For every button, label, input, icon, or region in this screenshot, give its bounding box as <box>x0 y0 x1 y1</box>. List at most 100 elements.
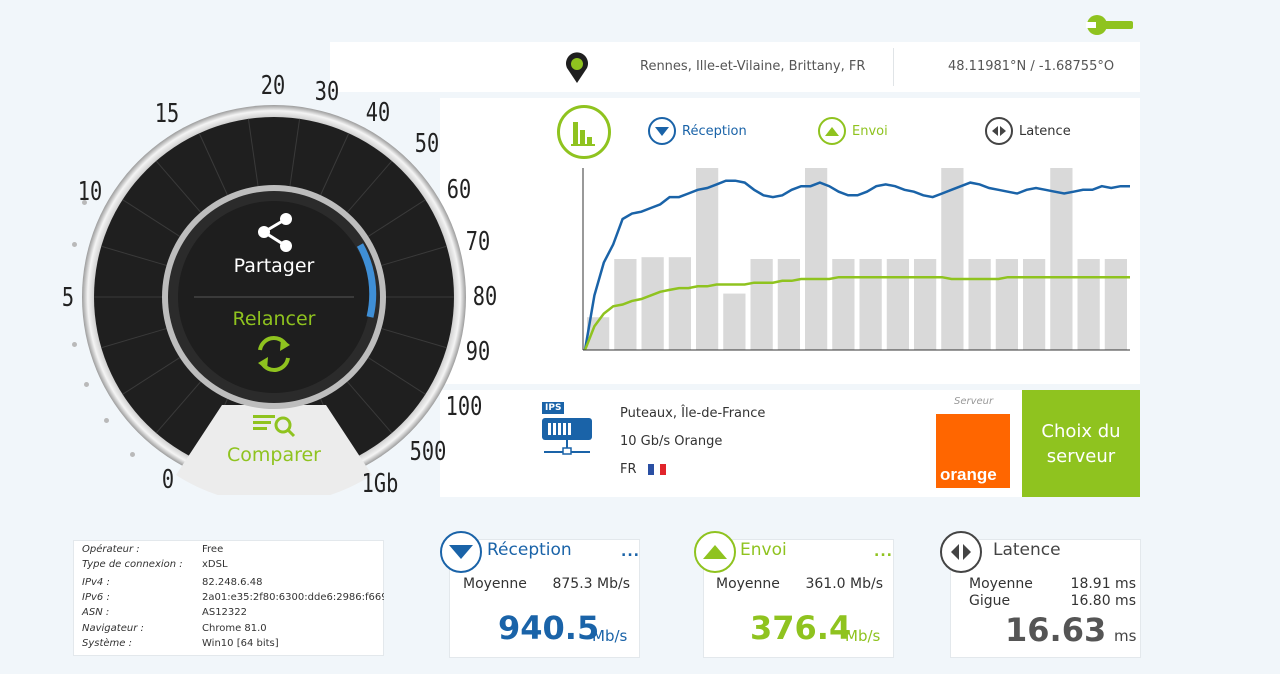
server-panel <box>440 390 1022 497</box>
gauge-label: 5 <box>61 283 75 313</box>
gauge-tick <box>82 200 87 205</box>
chart-bar <box>750 259 773 350</box>
compare-button[interactable]: Comparer <box>227 444 321 466</box>
upload-icon <box>694 531 736 573</box>
orange-logo-text: orange <box>940 465 997 484</box>
refresh-icon <box>258 335 290 373</box>
gauge-tick <box>84 382 89 387</box>
chart-bar <box>968 259 991 350</box>
location-panel <box>330 42 1140 92</box>
gauge-label: 90 <box>465 337 491 367</box>
gauge-tick <box>72 342 77 347</box>
legend-upload-label: Envoi <box>852 123 888 139</box>
legend-reception-label: Réception <box>682 123 747 139</box>
latency-jitter-value: 16.80 ms <box>1070 593 1136 609</box>
server-country: FR <box>620 462 637 477</box>
gauge-label: 40 <box>365 98 391 128</box>
gauge-label: 60 <box>446 175 472 205</box>
chart-bar <box>995 259 1018 350</box>
latency-jitter-label: Gigue <box>969 593 1011 609</box>
chart-bar <box>587 317 610 350</box>
reception-unit: Mb/s <box>592 627 628 645</box>
download-icon <box>440 531 482 573</box>
server-icon: IPS <box>540 402 594 458</box>
chart-bar <box>1077 259 1100 350</box>
download-icon <box>648 117 676 145</box>
chart-bar <box>696 168 719 350</box>
info-value: 2a01:e35:2f80:6300:dde6:2986:f669:15 <box>202 592 384 603</box>
upload-avg-value: 361.0 Mb/s <box>805 576 883 592</box>
legend-latency-label: Latence <box>1019 123 1071 139</box>
server-city: Puteaux, Île-de-France <box>620 406 766 421</box>
chart-bar <box>914 259 937 350</box>
map-pin-icon <box>564 52 590 88</box>
info-value: Win10 [64 bits] <box>202 638 279 649</box>
info-value: AS12322 <box>202 607 247 618</box>
compare-icon <box>253 415 296 438</box>
coordinates-label: 48.11981°N / -1.68755°O <box>948 59 1115 74</box>
gauge-label: 1Gb <box>361 469 399 499</box>
france-flag-icon <box>648 464 666 475</box>
chart-bar <box>723 293 746 350</box>
latency-title: Latence <box>993 540 1061 560</box>
chart-bar <box>1023 259 1046 350</box>
upload-unit: Mb/s <box>845 627 881 645</box>
chart-bar <box>859 259 882 350</box>
upload-icon <box>818 117 846 145</box>
latency-value: 16.63 <box>1005 611 1107 649</box>
info-value: Free <box>202 544 224 555</box>
upload-avg-label: Moyenne <box>716 576 780 592</box>
choose-server-button[interactable]: Choix du serveur <box>1022 390 1140 497</box>
chart-bar <box>668 257 691 350</box>
gauge-label: 10 <box>77 177 103 207</box>
info-key: Type de connexion : <box>82 559 183 570</box>
latency-card <box>950 539 1141 658</box>
info-value: Chrome 81.0 <box>202 623 267 634</box>
info-key: Opérateur : <box>82 544 140 555</box>
chart-bar <box>941 168 964 350</box>
upload-line <box>583 275 1130 351</box>
connection-info <box>73 540 384 656</box>
info-value: xDSL <box>202 559 228 570</box>
reception-more[interactable]: ... <box>621 544 640 560</box>
gauge-label: 30 <box>314 77 340 107</box>
compare-sector[interactable] <box>176 405 372 495</box>
chart-bar <box>1050 168 1073 350</box>
gauge-label: 100 <box>445 392 483 422</box>
chart-icon[interactable] <box>557 105 611 159</box>
legend-upload[interactable]: Envoi <box>818 117 888 145</box>
latency-icon <box>985 117 1013 145</box>
gauge-label: 20 <box>260 71 286 101</box>
wrench-icon[interactable] <box>1086 12 1134 38</box>
share-icon <box>258 213 292 252</box>
gauge-tick <box>130 452 135 457</box>
upload-value: 376.4 <box>750 609 852 647</box>
chart-bar <box>1104 259 1127 350</box>
legend-latency[interactable]: Latence <box>985 117 1071 145</box>
info-key: IPv4 : <box>82 577 110 588</box>
location-label: Rennes, Ille-et-Vilaine, Brittany, FR <box>640 59 866 74</box>
speed-chart <box>582 168 1130 351</box>
latency-avg-value: 18.91 ms <box>1070 576 1136 592</box>
reception-title: Réception <box>487 540 572 560</box>
gauge-label: 0 <box>161 465 175 495</box>
info-key: ASN : <box>82 607 110 618</box>
chart-bar <box>832 259 855 350</box>
info-value: 82.248.6.48 <box>202 577 263 588</box>
gauge-label: 50 <box>414 129 440 159</box>
gauge-label: 80 <box>472 282 498 312</box>
info-key: Navigateur : <box>82 623 144 634</box>
upload-more[interactable]: ... <box>874 544 893 560</box>
chart-bar <box>805 168 828 350</box>
upload-title: Envoi <box>740 540 787 560</box>
retry-button[interactable]: Relancer <box>232 308 316 330</box>
legend-reception[interactable]: Réception <box>648 117 747 145</box>
gauge-tick <box>104 418 109 423</box>
gauge-tick <box>72 242 77 247</box>
latency-icon <box>940 531 982 573</box>
chart-bar <box>777 259 800 350</box>
info-key: Système : <box>82 638 132 649</box>
share-button[interactable]: Partager <box>233 255 315 277</box>
reception-avg-label: Moyenne <box>463 576 527 592</box>
ips-badge: IPS <box>542 402 565 414</box>
